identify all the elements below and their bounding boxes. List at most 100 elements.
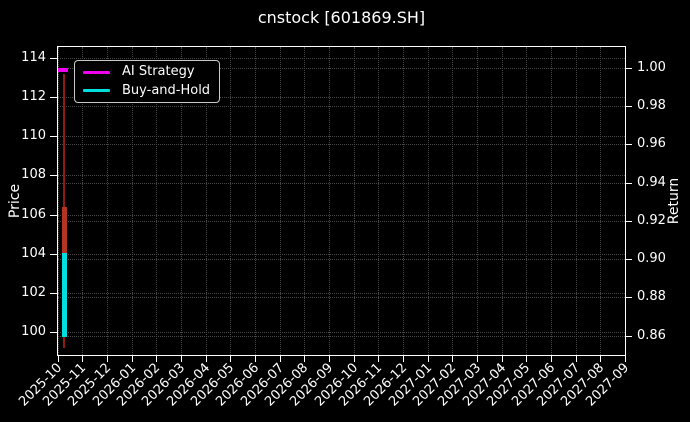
- grid-line-vertical: [254, 47, 256, 355]
- grid-line-vertical: [427, 47, 429, 355]
- grid-line-horizontal: [57, 144, 625, 146]
- grid-line-vertical: [328, 47, 330, 355]
- legend-entry-buy-and-hold: Buy-and-Hold: [75, 82, 219, 98]
- y-tick-label-right: 0.86: [637, 327, 666, 343]
- grid-line-horizontal: [57, 259, 625, 261]
- grid-line-horizontal: [57, 253, 625, 255]
- y-tick-label-right: 0.96: [637, 136, 666, 152]
- y-tick-mark-right: [625, 259, 632, 261]
- grid-line-vertical: [156, 47, 158, 355]
- y-tick-label-left: 108: [21, 167, 46, 183]
- y-tick-label-right: 0.88: [637, 289, 666, 305]
- x-tick-mark: [328, 355, 330, 362]
- y-tick-mark-right: [625, 182, 632, 184]
- grid-line-vertical: [131, 47, 133, 355]
- series-price-body: [61, 206, 67, 254]
- grid-line-vertical: [452, 47, 454, 355]
- grid-line-vertical: [526, 47, 528, 355]
- legend-entry-ai-strategy: AI Strategy: [75, 65, 219, 79]
- x-tick-mark: [550, 355, 552, 362]
- x-tick-mark: [625, 355, 626, 362]
- y-tick-mark-right: [625, 297, 632, 299]
- x-tick-mark: [501, 355, 503, 362]
- y-tick-label-right: 0.98: [637, 98, 666, 114]
- y-tick-mark-left: [50, 292, 57, 294]
- y-tick-label-left: 110: [21, 128, 46, 144]
- ai-strategy-line-swatch: [83, 70, 110, 74]
- y-tick-mark-left: [50, 253, 57, 255]
- x-tick-mark: [205, 355, 207, 362]
- x-tick-mark: [230, 355, 232, 362]
- y-tick-label-right: 0.90: [637, 251, 666, 267]
- x-tick-mark: [57, 355, 59, 362]
- y-tick-label-right: 0.92: [637, 212, 666, 228]
- grid-line-vertical: [402, 47, 404, 355]
- grid-line-vertical: [279, 47, 281, 355]
- grid-line-horizontal: [57, 175, 625, 177]
- chart-title: cnstock [601869.SH]: [257, 8, 426, 27]
- grid-line-horizontal: [57, 220, 625, 222]
- grid-line-horizontal: [57, 106, 625, 108]
- y-tick-mark-right: [625, 68, 632, 69]
- y-tick-label-left: 106: [21, 206, 46, 222]
- grid-line-vertical: [82, 47, 84, 355]
- series-buy-and-hold: [61, 253, 67, 338]
- x-tick-mark: [476, 355, 478, 362]
- x-tick-mark: [378, 355, 380, 362]
- y-tick-mark-left: [50, 332, 57, 333]
- grid-line-vertical: [304, 47, 306, 355]
- y-tick-mark-right: [625, 220, 632, 222]
- grid-line-horizontal: [57, 97, 625, 99]
- x-tick-mark: [279, 355, 281, 362]
- buy-and-hold-line-swatch: [83, 89, 110, 93]
- right-axis-label: Return: [666, 177, 682, 225]
- x-tick-mark: [452, 355, 454, 362]
- grid-line-vertical: [106, 47, 108, 355]
- grid-line-vertical: [57, 47, 59, 355]
- y-tick-mark-left: [50, 58, 57, 59]
- x-tick-mark: [304, 355, 306, 362]
- y-tick-label-left: 100: [21, 324, 46, 339]
- x-tick-mark: [131, 355, 133, 362]
- y-tick-mark-left: [50, 97, 57, 99]
- y-tick-mark-right: [625, 106, 632, 108]
- x-tick-mark: [575, 355, 577, 362]
- grid-line-vertical: [378, 47, 380, 355]
- y-tick-mark-left: [50, 214, 57, 216]
- y-tick-mark-left: [50, 136, 57, 138]
- x-tick-mark: [82, 355, 84, 362]
- series-ai-strategy: [57, 68, 68, 72]
- grid-line-horizontal: [57, 297, 625, 299]
- legend-label-ai-strategy: AI Strategy: [122, 64, 195, 80]
- grid-line-horizontal: [57, 332, 625, 333]
- y-tick-label-left: 104: [21, 245, 46, 261]
- legend-box: AI Strategy Buy-and-Hold: [74, 60, 220, 103]
- x-tick-mark: [427, 355, 429, 362]
- grid-line-vertical: [180, 47, 182, 355]
- grid-line-horizontal: [57, 182, 625, 184]
- legend-label-buy-and-hold: Buy-and-Hold: [122, 82, 211, 98]
- grid-line-vertical: [550, 47, 552, 355]
- y-tick-mark-right: [625, 335, 632, 337]
- x-tick-mark: [156, 355, 158, 362]
- grid-line-vertical: [625, 47, 626, 355]
- y-tick-mark-left: [50, 175, 57, 177]
- x-tick-mark: [526, 355, 528, 362]
- grid-line-vertical: [476, 47, 478, 355]
- y-tick-label-left: 112: [21, 89, 46, 105]
- grid-line-vertical: [501, 47, 503, 355]
- grid-line-horizontal: [57, 68, 625, 69]
- y-tick-label-right: 1.00: [637, 60, 666, 75]
- y-tick-mark-right: [625, 144, 632, 146]
- grid-line-horizontal: [57, 292, 625, 294]
- x-tick-mark: [254, 355, 256, 362]
- x-tick-mark: [180, 355, 182, 362]
- y-tick-label-right: 0.94: [637, 174, 666, 190]
- grid-line-vertical: [600, 47, 602, 355]
- grid-line-horizontal: [57, 214, 625, 216]
- grid-line-vertical: [575, 47, 577, 355]
- x-tick-mark: [353, 355, 355, 362]
- x-tick-mark: [402, 355, 404, 362]
- y-tick-label-left: 114: [21, 50, 46, 65]
